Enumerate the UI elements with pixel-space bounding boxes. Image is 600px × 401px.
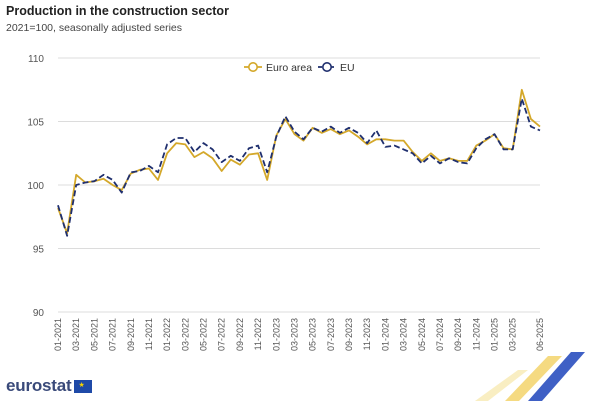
x-tick-label: 09-2023 [344, 318, 354, 351]
x-tick-label: 09-2022 [235, 318, 245, 351]
x-tick-label: 07-2023 [326, 318, 336, 351]
eurostat-logo: eurostat ★ [6, 376, 93, 396]
x-tick-label: 09-2021 [126, 318, 136, 351]
x-tick-label: 03-2025 [508, 318, 518, 351]
legend[interactable]: Euro area EU [244, 61, 355, 74]
x-tick-label: 11-2024 [471, 318, 481, 350]
x-tick-label: 11-2022 [253, 318, 263, 350]
x-axis: 01-2021 03-2021 05-2021 07-2021 09-2021 11-20… [53, 318, 545, 351]
x-tick-label: 07-2024 [435, 318, 445, 351]
chart-subtitle: 2021=100, seasonally adjusted series [6, 22, 182, 34]
gridlines [58, 57, 540, 313]
x-tick-label: 03-2021 [71, 318, 81, 351]
x-tick-label: 03-2023 [289, 318, 299, 351]
x-tick-label: 01-2022 [162, 318, 172, 351]
x-tick-label: 07-2022 [217, 318, 227, 351]
legend-marker-icon [248, 61, 259, 72]
y-axis: 90 95 100 105 110 [27, 54, 44, 319]
series-lines [57, 88, 541, 237]
series-line-eu [57, 97, 541, 237]
x-tick-label: 09-2024 [453, 318, 463, 351]
eurostat-ribbon-decoration [475, 352, 585, 401]
legend-label: EU [340, 62, 355, 74]
y-tick-label: 105 [27, 118, 44, 129]
x-tick-label: 01-2025 [490, 318, 500, 351]
legend-marker-icon [321, 61, 332, 72]
x-tick-label: 03-2024 [399, 318, 409, 351]
x-tick-label: 11-2023 [362, 318, 372, 350]
x-tick-label: 05-2022 [199, 318, 209, 351]
x-tick-label: 07-2021 [108, 318, 118, 351]
y-tick-label: 100 [27, 181, 44, 192]
eu-flag-icon: ★ [74, 379, 93, 393]
ribbon-blue [528, 352, 585, 401]
eurostat-wordmark: eurostat [6, 376, 72, 395]
legend-label: Euro area [266, 62, 312, 74]
series-line-euro-area [57, 88, 541, 235]
x-tick-label: 05-2023 [308, 318, 318, 351]
y-tick-label: 110 [28, 54, 44, 65]
x-tick-label: 03-2022 [180, 318, 190, 351]
legend-item-euro-area[interactable]: Euro area [244, 61, 312, 74]
legend-item-eu[interactable]: EU [318, 61, 355, 74]
chart-title: Production in the construction sector [6, 4, 229, 18]
ribbon-light [475, 370, 528, 401]
x-tick-label: 05-2024 [417, 318, 427, 351]
ribbon-yellow [505, 356, 562, 401]
x-tick-label: 11-2021 [144, 318, 154, 350]
x-tick-label: 01-2024 [380, 318, 390, 351]
y-tick-label: 90 [33, 308, 45, 319]
x-tick-label: 05-2021 [89, 318, 99, 351]
x-tick-label: 01-2023 [271, 318, 281, 351]
y-tick-label: 95 [33, 245, 45, 256]
x-tick-label: 06-2025 [535, 318, 545, 351]
x-tick-label: 01-2021 [53, 318, 63, 351]
